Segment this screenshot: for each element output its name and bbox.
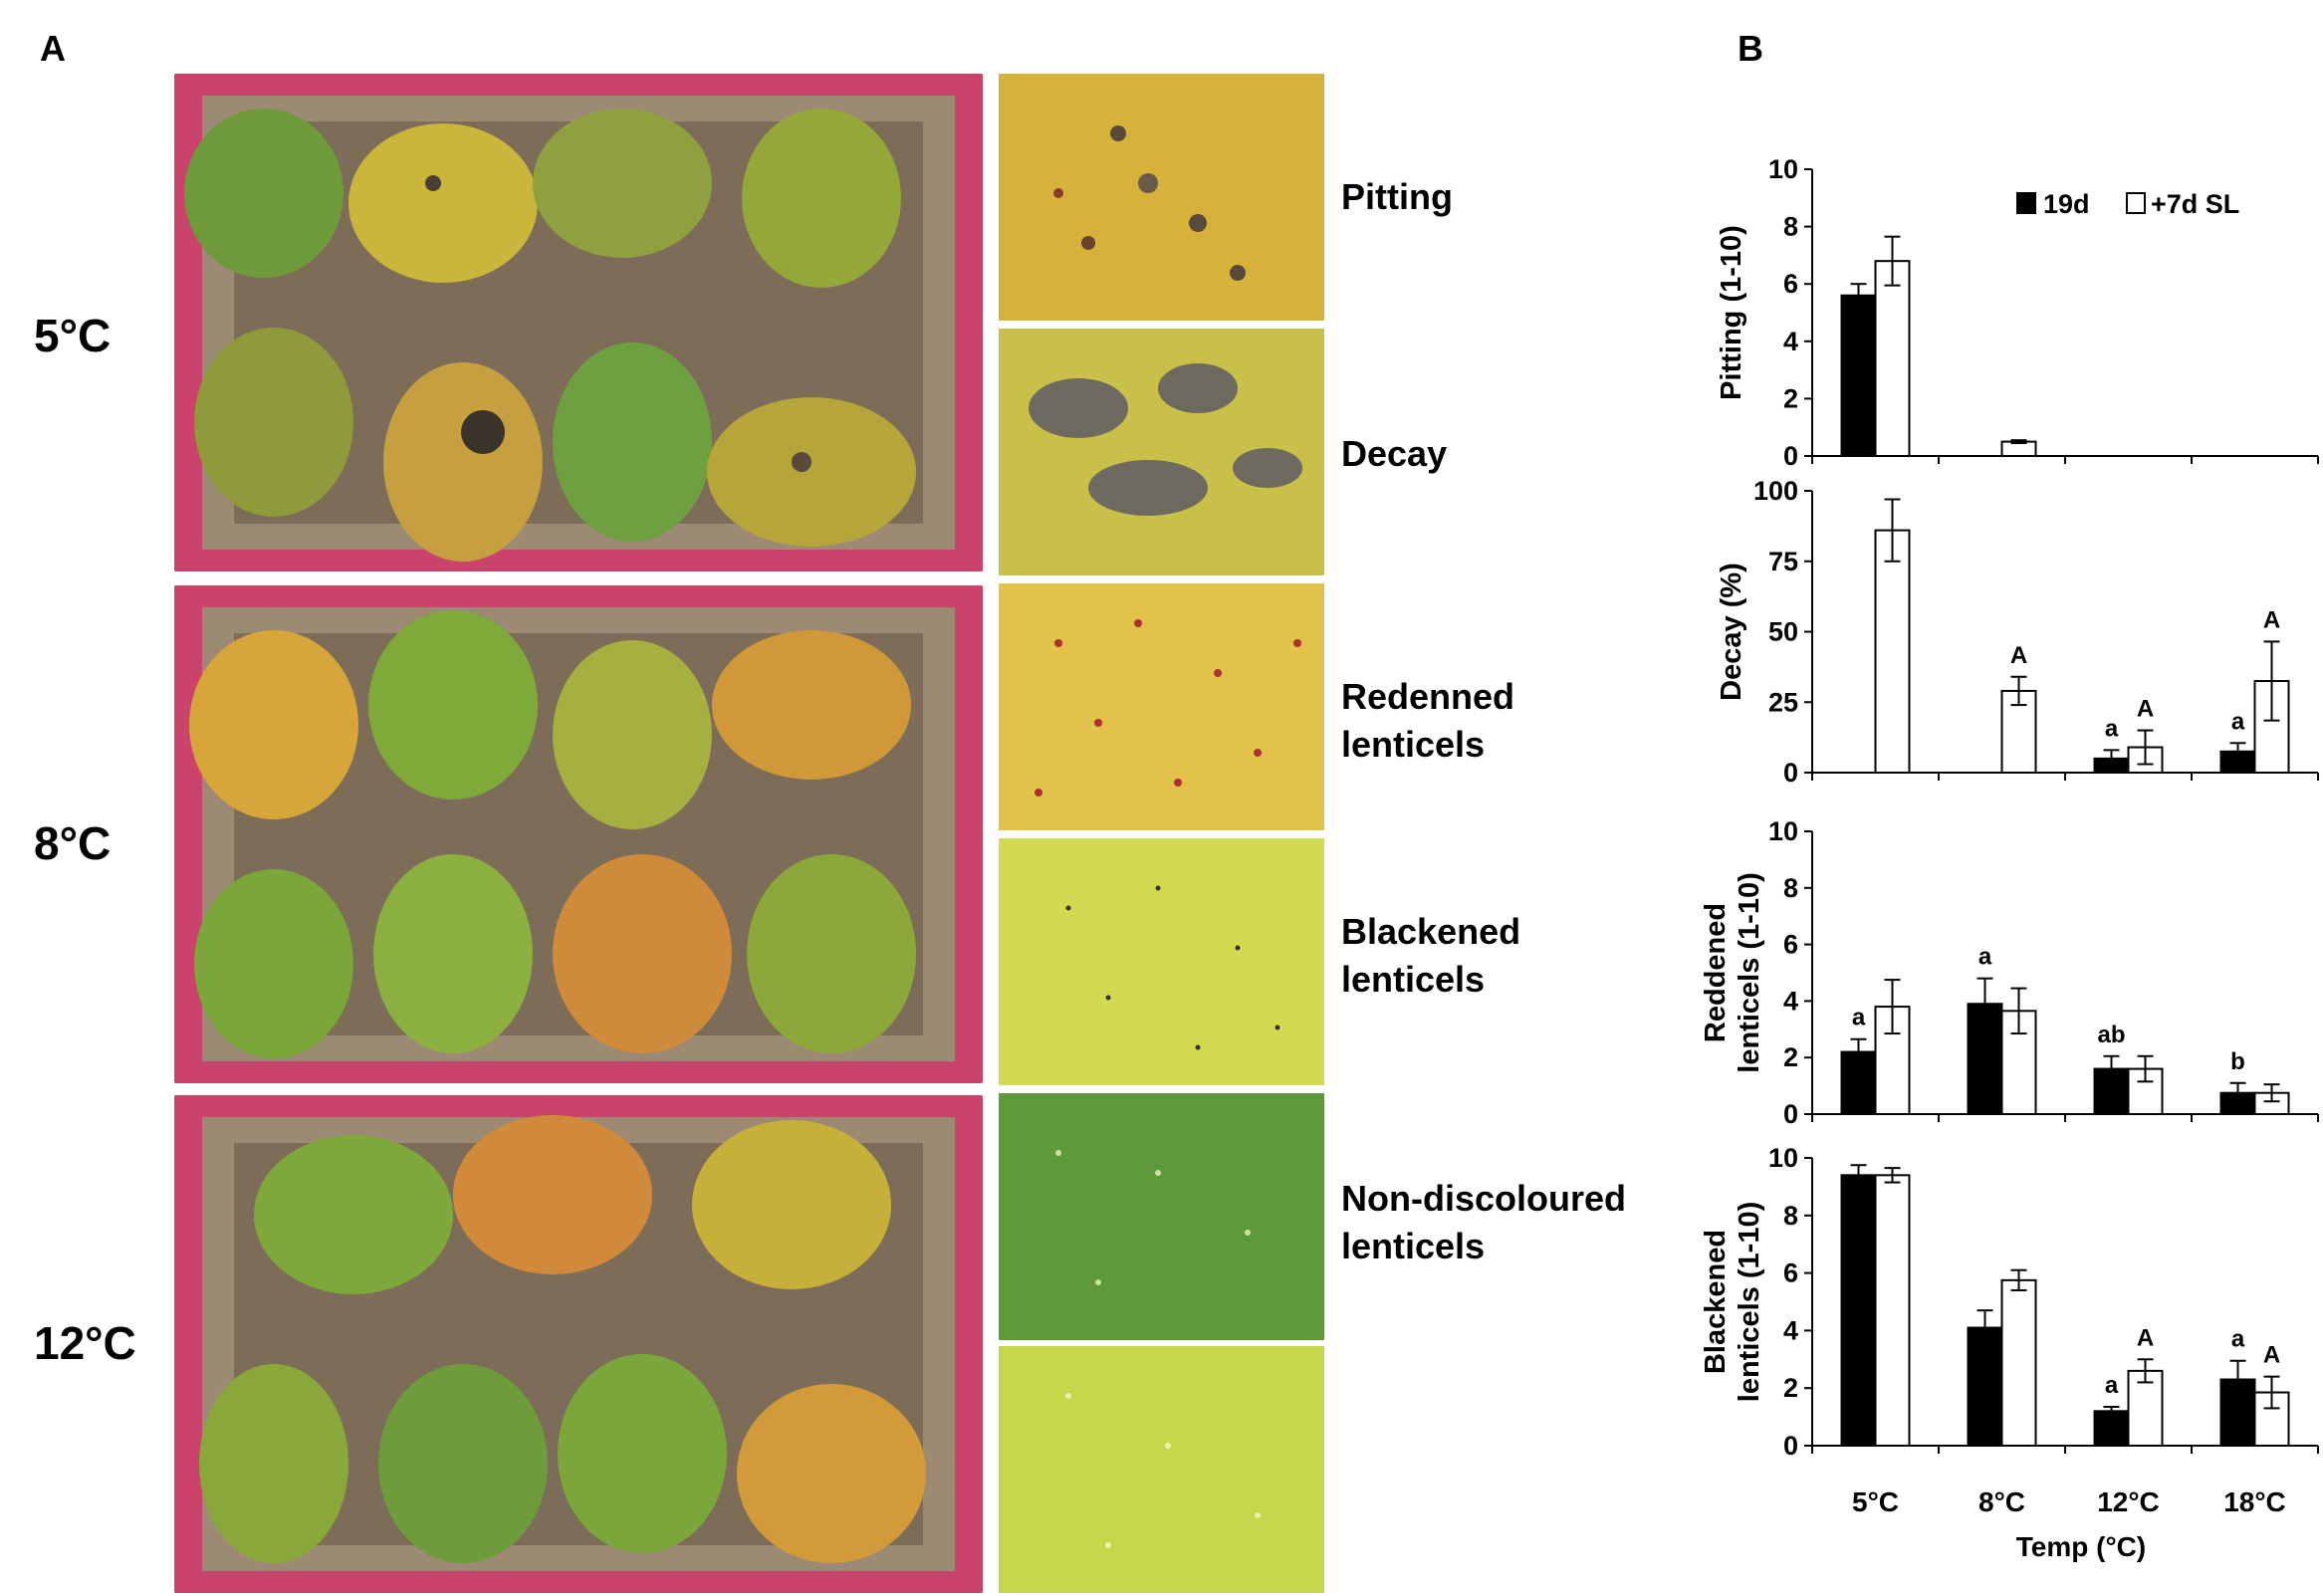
mango-box-photo-12c xyxy=(174,1095,983,1593)
x-axis-label: Temp (°C) xyxy=(2016,1531,2146,1562)
temp-label-12c: 12°C xyxy=(34,1317,136,1369)
y-tick-label: 6 xyxy=(1783,269,1798,299)
reddened-lenticels-closeup xyxy=(999,583,1324,830)
y-tick-label: 4 xyxy=(1783,986,1798,1016)
y-axis-label: Pitting (1-10) xyxy=(1716,225,1747,400)
y-tick-label: 8 xyxy=(1783,212,1798,242)
significance-letter: a xyxy=(2105,1372,2119,1399)
bar-19d xyxy=(1840,294,1877,457)
x-tick-label: 5°C xyxy=(1852,1486,1899,1517)
significance-letter: a xyxy=(1978,944,1992,971)
y-tick-label: 0 xyxy=(1783,1099,1798,1129)
bar-19d xyxy=(2093,1410,2130,1447)
y-axis-label: lenticels (1-10) xyxy=(1734,872,1765,1072)
significance-letter: A xyxy=(2263,606,2280,633)
defect-label-nondiscoloured-line1: Non-discoloured xyxy=(1341,1178,1626,1219)
y-axis-label: lenticels (1-10) xyxy=(1734,1202,1765,1402)
temp-label-8c: 8°C xyxy=(34,817,112,869)
y-tick-label: 6 xyxy=(1783,930,1798,960)
mango-box-photo-5c xyxy=(174,74,983,571)
y-tick-label: 0 xyxy=(1783,441,1798,471)
legend-label-7d-sl: +7d SL xyxy=(2151,189,2239,219)
y-tick-label: 0 xyxy=(1783,1431,1798,1461)
temp-label-5c: 5°C xyxy=(34,310,112,361)
defect-label-reddened-line2: lenticels xyxy=(1341,724,1486,765)
y-tick-label: 2 xyxy=(1783,1042,1798,1072)
defect-label-blackened: Blackened lenticels xyxy=(1341,908,1520,1004)
x-tick-label: 18°C xyxy=(2223,1486,2286,1517)
defect-label-reddened: Redenned lenticels xyxy=(1341,673,1514,769)
y-tick-label: 6 xyxy=(1783,1258,1798,1288)
bar-+7d SL xyxy=(2127,1369,2164,1447)
legend-swatch-19d xyxy=(2016,192,2036,214)
y-tick-label: 10 xyxy=(1768,1143,1798,1173)
y-tick-label: 2 xyxy=(1783,1373,1798,1403)
defect-label-reddened-line1: Redenned xyxy=(1341,676,1515,717)
legend-label-19d: 19d xyxy=(2043,189,2090,219)
defect-label-nondiscoloured-line2: lenticels xyxy=(1341,1226,1486,1266)
defect-label-decay: Decay xyxy=(1341,433,1448,474)
y-tick-label: 75 xyxy=(1768,547,1798,576)
panel-label-b: B xyxy=(1738,28,1763,69)
significance-letter: b xyxy=(2230,1048,2245,1075)
x-tick-label: 8°C xyxy=(1978,1486,2025,1517)
significance-letter: a xyxy=(2231,708,2245,735)
y-tick-label: 0 xyxy=(1783,758,1798,788)
bar-19d xyxy=(1840,1174,1877,1447)
bar-+7d SL xyxy=(1874,260,1911,457)
y-tick-label: 8 xyxy=(1783,1201,1798,1231)
significance-letter: a xyxy=(1852,1005,1866,1031)
y-axis-label: Blackened xyxy=(1700,1230,1732,1374)
x-tick-label: 12°C xyxy=(2097,1486,2160,1517)
significance-letter: A xyxy=(2263,1342,2280,1369)
mango-box-photo-8c xyxy=(174,585,983,1083)
defect-label-pitting: Pitting xyxy=(1341,176,1453,217)
blackened-lenticels-closeup xyxy=(999,838,1324,1085)
significance-letter: a xyxy=(2105,715,2119,742)
y-tick-label: 100 xyxy=(1753,476,1798,506)
y-tick-label: 50 xyxy=(1768,617,1798,647)
significance-letter: A xyxy=(2137,1324,2154,1351)
y-tick-label: 8 xyxy=(1783,873,1798,903)
bar-+7d SL xyxy=(1874,529,1911,774)
pitting-closeup xyxy=(999,74,1324,321)
y-axis-label: Reddened xyxy=(1700,903,1732,1042)
significance-letter: a xyxy=(2231,1326,2245,1353)
defect-label-blackened-line1: Blackened xyxy=(1341,911,1521,952)
significance-letter: ab xyxy=(2097,1022,2125,1048)
y-tick-label: 25 xyxy=(1768,687,1798,717)
bar-+7d SL xyxy=(1874,1174,1911,1447)
legend-swatch-7d-sl xyxy=(2126,192,2146,214)
defect-label-blackened-line2: lenticels xyxy=(1341,959,1486,1000)
y-tick-label: 2 xyxy=(1783,383,1798,413)
panel-label-a: A xyxy=(40,28,66,69)
defect-label-nondiscoloured: Non-discoloured lenticels xyxy=(1341,1175,1626,1270)
nondiscoloured-lenticels-closeup-yellow xyxy=(999,1346,1324,1593)
bar-+7d SL xyxy=(2127,1067,2164,1116)
nondiscoloured-lenticels-closeup-green xyxy=(999,1093,1324,1340)
decay-closeup xyxy=(999,329,1324,575)
y-axis-label: Decay (%) xyxy=(1716,563,1747,701)
bar-+7d SL xyxy=(2000,1278,2037,1447)
significance-letter: A xyxy=(2010,642,2027,669)
significance-letter: A xyxy=(2137,696,2154,723)
y-tick-label: 4 xyxy=(1783,1315,1798,1345)
y-tick-label: 10 xyxy=(1768,816,1798,846)
y-tick-label: 10 xyxy=(1768,154,1798,184)
y-tick-label: 4 xyxy=(1783,327,1798,356)
